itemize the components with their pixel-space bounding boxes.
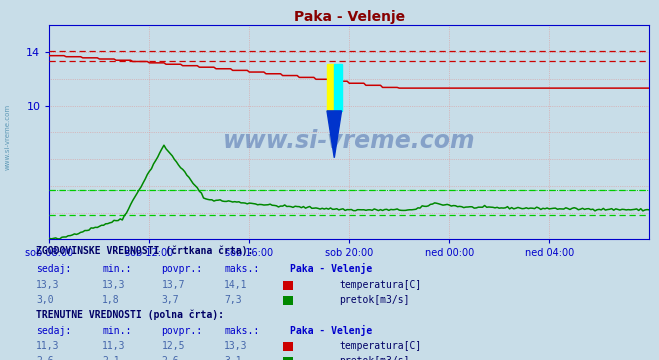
Text: temperatura[C]: temperatura[C] <box>339 341 422 351</box>
Text: 13,3: 13,3 <box>102 280 126 290</box>
Text: Paka - Velenje: Paka - Velenje <box>290 263 372 274</box>
Text: 3,7: 3,7 <box>161 295 179 305</box>
Text: 3,0: 3,0 <box>36 295 54 305</box>
Text: maks.:: maks.: <box>224 326 259 336</box>
Text: sedaj:: sedaj: <box>36 326 71 336</box>
Text: 11,3: 11,3 <box>36 341 60 351</box>
Text: temperatura[C]: temperatura[C] <box>339 280 422 290</box>
Text: www.si-vreme.com: www.si-vreme.com <box>223 129 476 153</box>
Text: pretok[m3/s]: pretok[m3/s] <box>339 295 410 305</box>
Text: ZGODOVINSKE VREDNOSTI (črtkana črta):: ZGODOVINSKE VREDNOSTI (črtkana črta): <box>36 245 254 256</box>
Text: 2,6: 2,6 <box>36 356 54 360</box>
Text: 12,5: 12,5 <box>161 341 185 351</box>
Text: 13,7: 13,7 <box>161 280 185 290</box>
Text: 2,1: 2,1 <box>102 356 120 360</box>
Text: Paka - Velenje: Paka - Velenje <box>290 325 372 336</box>
Text: 1,8: 1,8 <box>102 295 120 305</box>
Text: povpr.:: povpr.: <box>161 264 202 274</box>
Title: Paka - Velenje: Paka - Velenje <box>294 10 405 24</box>
Text: povpr.:: povpr.: <box>161 326 202 336</box>
Text: 3,1: 3,1 <box>224 356 242 360</box>
Text: pretok[m3/s]: pretok[m3/s] <box>339 356 410 360</box>
Text: TRENUTNE VREDNOSTI (polna črta):: TRENUTNE VREDNOSTI (polna črta): <box>36 309 224 320</box>
Text: sedaj:: sedaj: <box>36 264 71 274</box>
Text: 13,3: 13,3 <box>36 280 60 290</box>
Text: 7,3: 7,3 <box>224 295 242 305</box>
Text: 11,3: 11,3 <box>102 341 126 351</box>
Polygon shape <box>334 64 341 111</box>
Text: min.:: min.: <box>102 264 132 274</box>
Polygon shape <box>327 111 341 158</box>
Text: min.:: min.: <box>102 326 132 336</box>
Text: 14,1: 14,1 <box>224 280 248 290</box>
Text: www.si-vreme.com: www.si-vreme.com <box>5 104 11 170</box>
Text: 2,6: 2,6 <box>161 356 179 360</box>
Polygon shape <box>327 64 334 111</box>
Text: maks.:: maks.: <box>224 264 259 274</box>
Text: 13,3: 13,3 <box>224 341 248 351</box>
